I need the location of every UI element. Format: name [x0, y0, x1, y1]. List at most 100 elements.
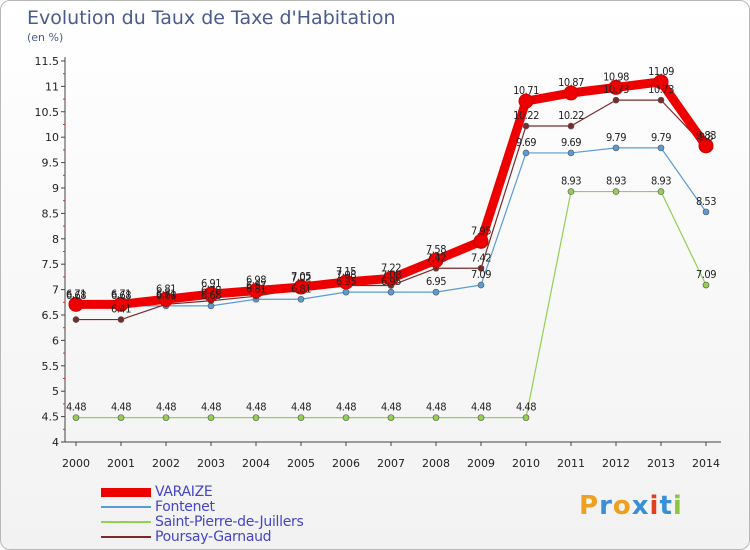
data-label: 9.8	[699, 130, 713, 143]
axes: 44.555.566.577.588.599.51010.51111.52000…	[35, 55, 721, 470]
legend-label: Saint-Pierre-de-Juillers	[155, 514, 304, 530]
logo-letter: o	[612, 491, 632, 521]
data-label: 6.71	[156, 287, 176, 300]
data-label: 4.48	[156, 401, 176, 414]
data-label: 7.08	[336, 269, 356, 282]
legend-label: Fontenet	[155, 499, 215, 515]
data-point	[432, 414, 440, 421]
data-label: 6.68	[201, 289, 221, 302]
data-label: 10.73	[648, 83, 674, 96]
data-label: 7.15	[336, 265, 356, 278]
data-label: 10.22	[558, 109, 584, 122]
data-point	[477, 414, 485, 421]
data-point	[612, 96, 620, 104]
x-tick-label: 2007	[377, 457, 405, 470]
data-point	[477, 281, 485, 289]
y-tick-label: 6	[52, 334, 59, 347]
data-label: 10.22	[513, 109, 539, 122]
data-label: 6.71	[111, 287, 131, 300]
data-label: 4.48	[66, 401, 86, 414]
x-tick-label: 2002	[152, 457, 180, 470]
x-tick-label: 2012	[602, 457, 630, 470]
data-point	[522, 149, 530, 157]
data-label: 6.68	[111, 289, 131, 302]
data-label: 7.08	[381, 269, 401, 282]
data-point	[702, 281, 710, 289]
data-point	[698, 138, 714, 154]
y-tick-label: 4	[52, 436, 59, 449]
data-point	[567, 122, 575, 130]
data-label: 6.95	[381, 275, 401, 288]
x-tick-label: 2014	[692, 457, 720, 470]
data-label: 7.09	[696, 268, 716, 281]
data-point	[342, 288, 350, 296]
data-point	[657, 144, 665, 152]
legend-label: VARAIZE	[155, 484, 213, 500]
data-point	[293, 279, 309, 295]
data-point	[117, 316, 125, 323]
data-point	[473, 233, 489, 249]
x-tick-label: 2011	[557, 457, 585, 470]
y-tick-label: 7	[52, 284, 59, 297]
x-tick-label: 2008	[422, 457, 450, 470]
data-label: 9.79	[651, 131, 671, 144]
y-tick-label: 5	[52, 385, 59, 398]
data-label: 10.71	[513, 84, 539, 97]
data-point	[297, 414, 305, 421]
series-layer	[68, 74, 714, 421]
data-point	[518, 93, 534, 109]
x-tick-label: 2006	[332, 457, 360, 470]
y-tick-label: 4.5	[42, 411, 60, 424]
data-point	[252, 414, 260, 421]
legend-label: Poursay-Garnaud	[155, 529, 272, 545]
data-point	[113, 296, 129, 312]
data-label: 8.53	[696, 195, 716, 208]
x-tick-label: 2005	[287, 457, 315, 470]
y-tick-label: 11.5	[35, 55, 60, 68]
data-label: 4.48	[336, 401, 356, 414]
y-tick-label: 8	[52, 233, 59, 246]
data-label: 6.95	[336, 275, 356, 288]
data-label: 7.05	[291, 270, 311, 283]
data-point	[68, 296, 84, 312]
y-tick-label: 5.5	[42, 360, 60, 373]
logo-letter: x	[631, 491, 650, 521]
data-label: 7.02	[291, 272, 311, 285]
data-label: 6.98	[246, 274, 266, 287]
data-label: 6.91	[201, 277, 221, 290]
data-label: 7.22	[381, 261, 401, 274]
y-tick-label: 9	[52, 182, 59, 195]
data-point	[477, 264, 485, 272]
data-label: 4.48	[246, 401, 266, 414]
data-label: 11.09	[648, 65, 674, 78]
data-label: 6.68	[156, 289, 176, 302]
x-tick-label: 2010	[512, 457, 540, 470]
x-tick-label: 2003	[197, 457, 225, 470]
data-point	[657, 188, 665, 195]
logo-letter: P	[579, 491, 600, 521]
data-point	[563, 85, 579, 101]
data-point	[608, 79, 624, 95]
data-point	[428, 252, 444, 268]
data-label: 8.93	[651, 175, 671, 188]
data-label: 7.95	[471, 224, 491, 237]
data-label: 4.48	[516, 401, 536, 414]
data-point	[297, 295, 305, 303]
data-label: 8.93	[606, 175, 626, 188]
logo-letter: i	[649, 491, 660, 521]
data-point	[158, 291, 174, 307]
legend-swatch	[101, 487, 151, 497]
data-point	[72, 414, 80, 421]
y-tick-label: 11	[45, 80, 59, 93]
y-tick-label: 10	[45, 131, 59, 144]
data-label: 6.95	[426, 275, 446, 288]
y-tick-label: 6.5	[42, 309, 60, 322]
data-label: 4.48	[201, 401, 221, 414]
legend-swatch	[101, 521, 151, 523]
data-label: 10.98	[603, 70, 629, 83]
data-point	[567, 188, 575, 195]
data-label: 4.48	[426, 401, 446, 414]
data-label: 7.09	[471, 268, 491, 281]
data-point	[522, 122, 530, 130]
